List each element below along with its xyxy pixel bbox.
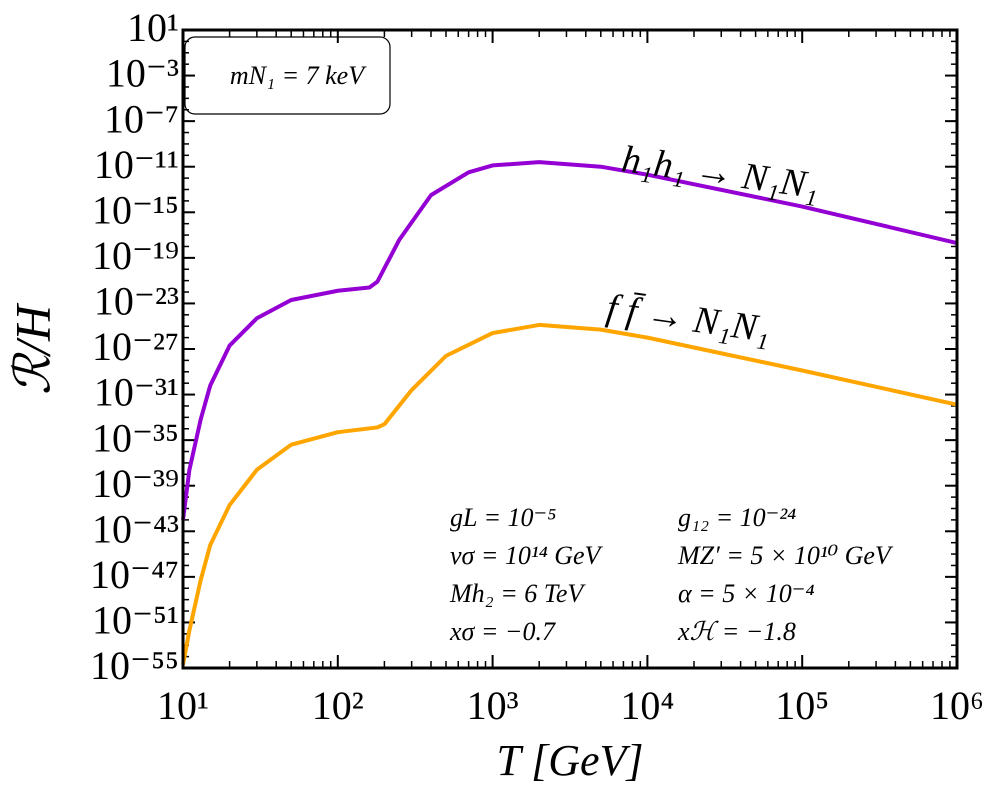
y-tick-label: 10⁻²³ [94, 279, 179, 324]
x-tick-label: 10² [312, 683, 364, 728]
parameter-text: gL = 10⁻⁵ [450, 503, 556, 532]
x-tick-label: 10³ [467, 683, 519, 728]
parameter-text: vσ = 10¹⁴ GeV [450, 541, 604, 570]
y-tick-label: 10⁻⁴³ [92, 506, 179, 551]
y-tick-label: 10⁻¹⁵ [92, 187, 179, 232]
parameter-text: xℋ = −1.8 [677, 617, 796, 646]
y-tick-label: 10¹ [127, 5, 179, 50]
plot-frame [181, 28, 959, 670]
parameter-text: xσ = −0.7 [449, 617, 556, 646]
series-line [181, 160, 958, 521]
y-tick-label: 10⁻⁵⁵ [90, 643, 179, 688]
y-tick-label: 10⁻³¹ [94, 370, 179, 415]
series-label: f f̄ → N₁N₁ [604, 286, 773, 351]
parameter-text: α = 5 × 10⁻⁴ [678, 579, 815, 608]
x-tick-label: 10⁵ [775, 683, 829, 728]
y-tick-label: 10⁻²⁷ [92, 324, 179, 369]
y-tick-label: 10⁻³⁵ [92, 415, 179, 460]
y-tick-label: 10⁻⁴⁷ [90, 552, 179, 597]
y-tick-label: 10⁻¹⁹ [92, 233, 179, 278]
x-tick-label: 10¹ [157, 683, 209, 728]
x-tick-label: 10⁴ [620, 683, 674, 728]
y-axis-label: ℛ/H [4, 302, 60, 395]
parameter-text: g₁₂ = 10⁻²⁴ [678, 503, 796, 532]
legend-text: mN₁ = 7 keV [230, 61, 367, 90]
x-axis-label: T [GeV] [496, 736, 643, 785]
x-tick-label: 10⁶ [930, 683, 984, 728]
series-line [181, 322, 958, 665]
y-tick-label: 10⁻³⁹ [92, 461, 179, 506]
parameter-text: Mh₂ = 6 TeV [449, 579, 586, 608]
y-tick-label: 10⁻³ [106, 51, 179, 96]
series-label: h₁h₁ → N₁N₁ [619, 138, 821, 207]
parameter-text: MZ′ = 5 × 10¹⁰ GeV [677, 541, 894, 570]
y-tick-label: 10⁻⁷ [104, 96, 179, 141]
y-tick-label: 10⁻⁵¹ [92, 598, 179, 643]
y-tick-label: 10⁻¹¹ [94, 142, 179, 187]
